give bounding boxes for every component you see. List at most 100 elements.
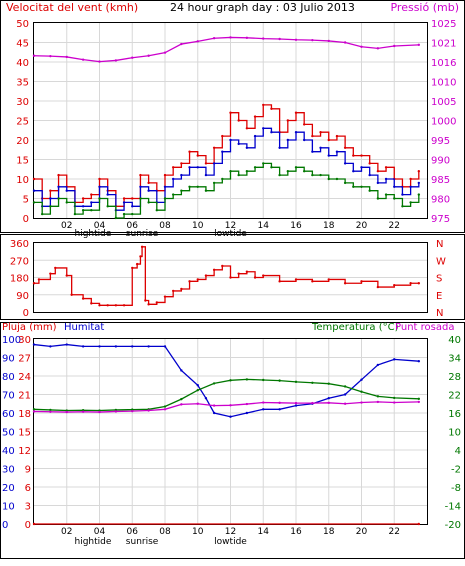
direction-point: [343, 282, 347, 285]
avg-point: [155, 209, 159, 212]
gust-point: [131, 205, 134, 208]
wind-point: [360, 154, 363, 157]
avg-point: [360, 185, 363, 188]
gust-point: [212, 162, 216, 165]
wind-tick-label: 25: [16, 117, 29, 128]
avg-point: [81, 209, 85, 212]
humidity-point: [229, 415, 232, 418]
pressure-tick-label: 990: [431, 156, 450, 167]
temperature-tick-label: 16: [448, 409, 461, 420]
hour-tick-label: 04: [94, 527, 106, 537]
avg-point: [131, 212, 134, 216]
avg-point: [262, 162, 265, 165]
gust-point: [221, 150, 224, 153]
gust-point: [262, 127, 265, 130]
direction-point: [229, 276, 232, 279]
rain-point: [32, 522, 36, 526]
wind-point: [122, 197, 126, 200]
pressure-axis-title: Pressió (mb): [390, 1, 459, 14]
avg-point: [270, 166, 273, 169]
avg-point: [417, 193, 421, 196]
direction-point: [327, 278, 330, 281]
wind-point: [417, 170, 421, 173]
humidity-point: [376, 363, 380, 367]
humidity-point: [262, 408, 265, 411]
humidity-point: [81, 345, 85, 348]
avg-point: [98, 197, 101, 200]
hour-tick-label: 10: [192, 221, 204, 231]
gust-point: [343, 162, 347, 165]
gust-point: [270, 131, 273, 134]
tide-marker-label: lowtide: [214, 537, 247, 547]
pressure-point: [245, 36, 249, 40]
humidity-tick-label: 100: [2, 335, 21, 346]
rain-tick-label: 9: [25, 465, 31, 476]
gust-point: [180, 173, 183, 177]
hour-tick-label: 02: [61, 527, 72, 537]
rain-axis-title: Pluja (mm): [2, 322, 57, 333]
avg-point: [286, 170, 290, 173]
pressure-tick-label: 1010: [431, 78, 456, 89]
pressure-point: [229, 36, 232, 39]
direction-tick-label: 270: [10, 256, 29, 267]
humidity-tick-label: 0: [2, 520, 8, 531]
pressure-tick-label: 1021: [431, 39, 456, 50]
wind-point: [221, 134, 224, 138]
direction-point: [245, 270, 249, 273]
direction-point: [106, 304, 109, 307]
direction-point: [311, 280, 314, 283]
gust-point: [122, 201, 126, 204]
wind-point: [98, 177, 101, 181]
temperature-point: [32, 408, 36, 411]
rain-tick-label: 6: [25, 483, 31, 494]
hour-tick-label: 20: [356, 221, 368, 231]
humidity-point: [65, 343, 68, 346]
humidity-tick-label: 20: [2, 483, 15, 494]
direction-point: [155, 301, 159, 304]
avg-point: [163, 197, 167, 200]
temperature-point: [417, 397, 421, 401]
hour-tick-label: 06: [127, 221, 139, 231]
avg-point: [343, 181, 347, 185]
hour-tick-label: 08: [159, 221, 171, 231]
compass-tick-label: W: [436, 256, 446, 267]
wind-point: [171, 166, 175, 169]
dewpoint-point: [393, 401, 396, 404]
dewpoint-point: [311, 401, 314, 405]
hour-tick-label: 22: [389, 527, 400, 537]
avg-point: [393, 197, 396, 200]
pressure-point: [65, 55, 68, 59]
dewpoint-point: [229, 404, 232, 407]
wind-tick-label: 10: [16, 175, 29, 186]
humidity-point: [131, 345, 134, 348]
wind-point: [131, 197, 134, 200]
wind-point: [270, 107, 273, 111]
direction-point: [294, 278, 298, 281]
data-marks: [32, 36, 421, 526]
gust-point: [286, 138, 290, 142]
direction-point: [278, 280, 281, 283]
pressure-point: [98, 60, 101, 63]
direction-point: [253, 276, 257, 279]
wind-point: [384, 166, 388, 169]
avg-point: [106, 205, 109, 208]
hour-tick-label: 04: [94, 221, 106, 231]
dewpoint-point: [278, 401, 281, 405]
direction-point: [37, 278, 41, 281]
wind-point: [212, 146, 216, 149]
wind-point: [327, 138, 330, 142]
tide-marker-label: hightide: [74, 229, 111, 239]
temperature-point: [262, 378, 265, 382]
pressure-point: [262, 37, 265, 40]
gust-point: [90, 201, 93, 204]
dewpoint-point: [417, 400, 421, 404]
pressure-tick-label: 985: [431, 175, 450, 186]
avg-point: [73, 212, 77, 216]
gust-point: [376, 181, 380, 185]
pressure-point: [32, 54, 36, 57]
rain-tick-label: 18: [18, 409, 31, 420]
compass-tick-label: N: [436, 308, 443, 319]
pressure-tick-label: 975: [431, 214, 450, 225]
dewpoint-point: [131, 409, 134, 413]
